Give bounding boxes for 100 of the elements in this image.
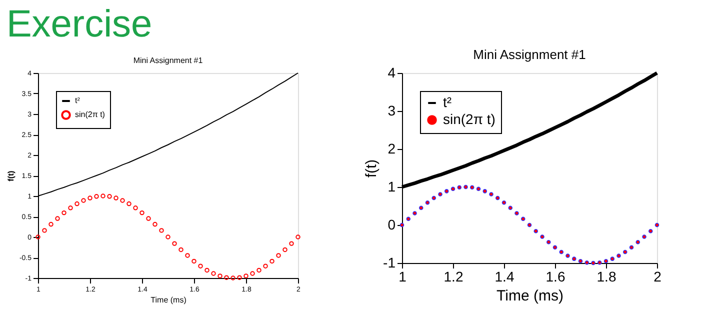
point — [622, 250, 628, 254]
point — [250, 271, 255, 276]
point — [432, 196, 436, 200]
point — [425, 200, 430, 205]
point — [654, 222, 660, 228]
point — [450, 186, 456, 192]
point — [489, 192, 494, 196]
point — [276, 253, 281, 258]
point — [591, 260, 596, 266]
point — [88, 196, 92, 200]
point — [55, 216, 60, 221]
point — [604, 258, 608, 264]
point — [418, 206, 424, 210]
y-axis-title: f(t) — [363, 159, 380, 178]
point — [610, 256, 615, 261]
x-axis-title: Time (ms) — [496, 288, 564, 304]
point — [256, 268, 262, 273]
point — [444, 189, 449, 194]
point — [74, 201, 80, 206]
point — [597, 260, 602, 265]
legend-label: sin(2π t) — [75, 110, 106, 119]
point — [211, 271, 216, 276]
text: Exercise — [6, 4, 152, 46]
point — [107, 194, 112, 199]
point — [114, 196, 118, 200]
y-tick-label: 4 — [388, 64, 396, 80]
point — [126, 201, 132, 206]
point — [552, 245, 558, 250]
x-tick-label: 1.6 — [546, 268, 566, 284]
y-tick-label: 3 — [388, 102, 396, 118]
x-tick-label: 1 — [398, 268, 407, 284]
point — [642, 234, 646, 239]
point — [62, 210, 66, 216]
point — [218, 274, 222, 278]
point — [502, 200, 506, 205]
point — [120, 198, 125, 203]
point — [566, 254, 570, 258]
point — [412, 211, 417, 216]
chart-title: Mini Assignment #1 — [473, 47, 586, 62]
y-tick-label: 1 — [388, 178, 396, 194]
point — [159, 228, 164, 233]
point — [438, 192, 442, 196]
x-tick-label: 1.8 — [596, 268, 616, 284]
point — [508, 206, 513, 210]
y-tick-label: 0 — [388, 216, 396, 232]
point — [514, 211, 519, 216]
point — [457, 185, 462, 190]
point — [172, 241, 177, 246]
x-axis-title: Time (ms) — [150, 296, 187, 304]
point — [578, 258, 583, 264]
point — [166, 234, 170, 240]
point — [400, 222, 404, 228]
point — [470, 185, 474, 190]
point — [289, 241, 294, 246]
point — [616, 254, 621, 258]
point — [36, 234, 40, 240]
legend-label: t² — [75, 96, 80, 105]
point — [68, 206, 73, 210]
point — [146, 216, 151, 221]
point — [198, 264, 203, 268]
point — [204, 268, 210, 273]
y-tick-label: -1 — [383, 254, 396, 270]
point — [270, 258, 274, 264]
point — [282, 247, 288, 252]
point — [152, 222, 158, 227]
point — [546, 240, 551, 244]
point — [540, 234, 544, 239]
x-tick-label: 1.4 — [494, 268, 514, 284]
point — [559, 250, 564, 254]
point — [237, 275, 242, 280]
y-axis-title: f(t) — [6, 170, 16, 182]
y-tick-label: 2 — [388, 140, 396, 156]
point — [527, 222, 532, 228]
point — [636, 240, 640, 244]
point — [178, 247, 184, 252]
point — [94, 194, 99, 199]
point — [584, 260, 590, 265]
point — [534, 228, 538, 234]
legend-label: sin(2π t) — [443, 111, 496, 127]
point — [185, 253, 190, 258]
point — [520, 216, 526, 222]
point — [482, 189, 488, 194]
point — [192, 258, 196, 264]
point — [81, 198, 86, 203]
legend-label: t² — [443, 94, 452, 110]
point — [48, 222, 54, 227]
point — [133, 206, 138, 210]
point — [244, 274, 248, 278]
point — [495, 196, 500, 200]
point — [230, 276, 236, 280]
point — [296, 234, 300, 240]
point — [263, 264, 268, 268]
point — [572, 256, 576, 261]
x-tick-label: 1.2 — [444, 268, 464, 284]
point — [476, 186, 481, 192]
chart-title: Mini Assignment #1 — [133, 56, 204, 65]
point — [224, 275, 229, 280]
point — [648, 228, 653, 234]
point — [464, 184, 468, 190]
point — [629, 245, 634, 250]
